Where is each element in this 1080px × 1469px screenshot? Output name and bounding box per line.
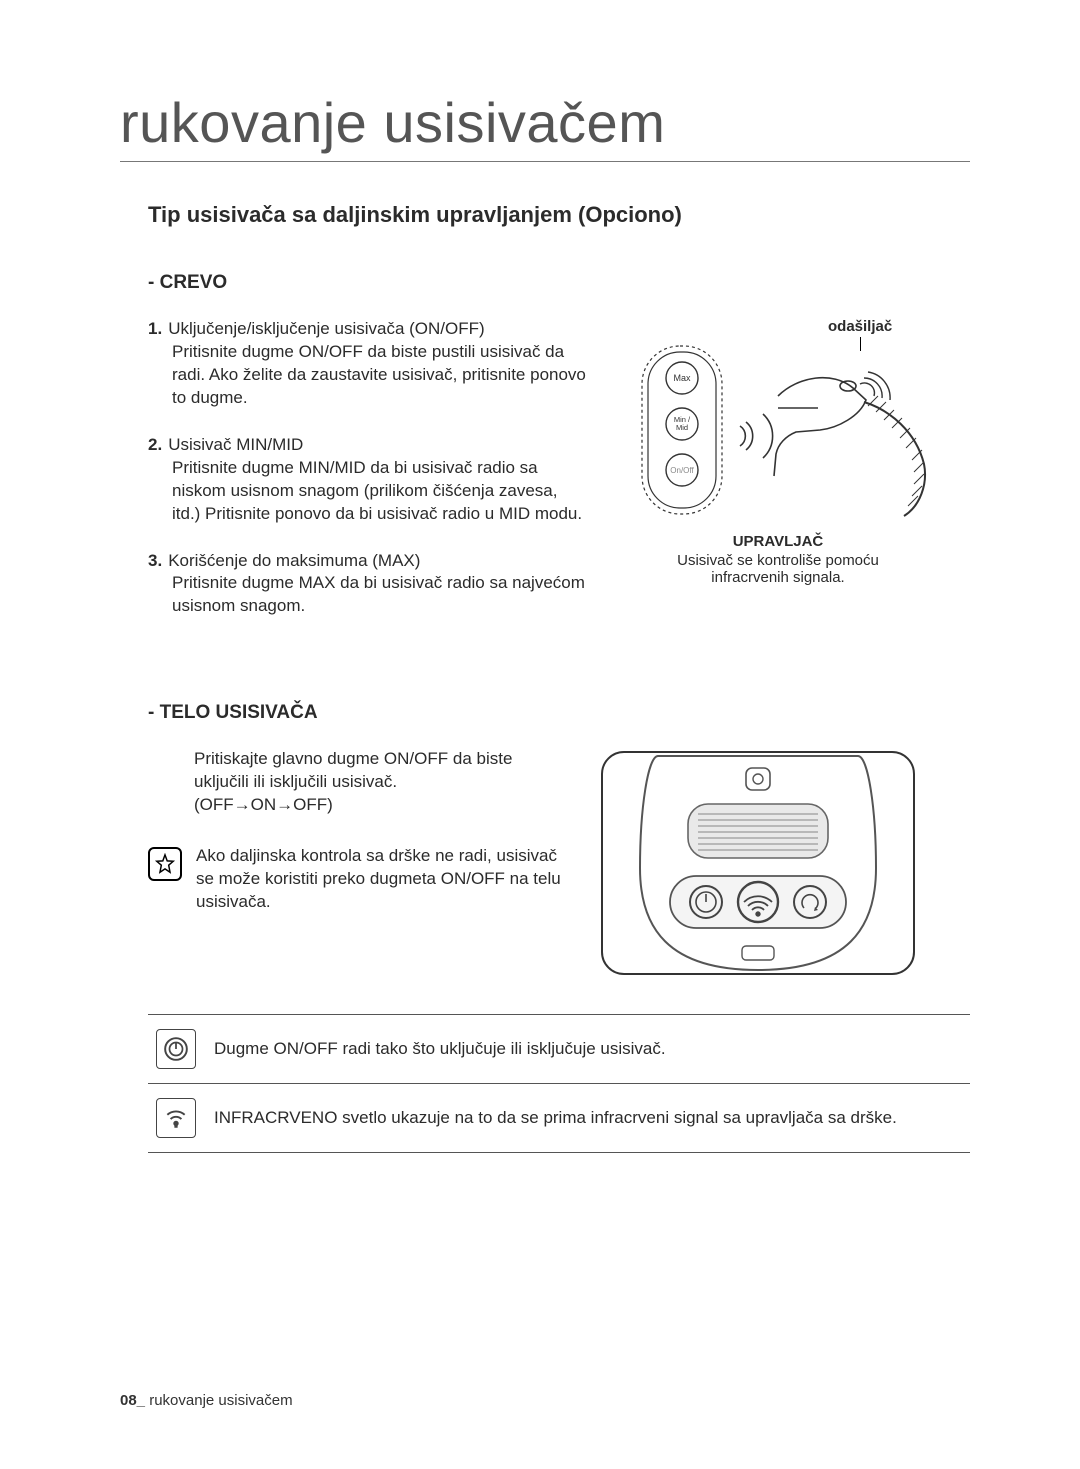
item-number: 2. [148, 435, 162, 454]
telo-para1: Pritiskajte glavno dugme ON/OFF da biste… [194, 749, 512, 791]
list-item: 3. Korišćenje do maksimuma (MAX) Pritisni… [148, 550, 588, 619]
remote-diagram-col: odašiljač Max Min / Mid On/Off [618, 318, 938, 642]
remote-caption-line2: infracrvenih signala. [711, 569, 844, 586]
telo-paragraph: Pritiskajte glavno dugme ON/OFF da biste… [194, 748, 568, 817]
remote-btn-max: Max [673, 373, 691, 383]
telo-para2: (OFF→ON→OFF) [194, 795, 333, 814]
list-item: 1. Uključenje/isključenje usisivača (ON/O… [148, 318, 588, 410]
power-icon [156, 1029, 196, 1069]
svg-text:On/Off: On/Off [670, 466, 694, 475]
list-item: 2. Usisivač MIN/MID Pritisnite dugme MIN/… [148, 434, 588, 526]
item-lead: Usisivač MIN/MID [168, 435, 303, 454]
star-icon [148, 847, 182, 881]
info-table: Dugme ON/OFF radi tako što uključuje ili… [148, 1014, 970, 1153]
crevo-text-col: 1. Uključenje/isključenje usisivača (ON/O… [148, 318, 588, 642]
table-row: Dugme ON/OFF radi tako što uključuje ili… [148, 1015, 970, 1083]
transmitter-label-text: odašiljač [828, 318, 892, 335]
footer-page-number: 08_ [120, 1392, 145, 1409]
svg-text:Mid: Mid [676, 423, 688, 432]
vacuum-body-diagram [598, 748, 918, 978]
crevo-row: 1. Uključenje/isključenje usisivača (ON/O… [148, 318, 970, 642]
infrared-icon [156, 1098, 196, 1138]
item-lead: Korišćenje do maksimuma (MAX) [168, 551, 420, 570]
page-footer: 08_ rukovanje usisivačem [120, 1392, 293, 1409]
page-subtitle: Tip usisivača sa daljinskim upravljanjem… [148, 202, 970, 228]
table-row-text: Dugme ON/OFF radi tako što uključuje ili… [214, 1038, 962, 1061]
instruction-list: 1. Uključenje/isključenje usisivača (ON/O… [148, 318, 588, 618]
telo-row: Pritiskajte glavno dugme ON/OFF da biste… [148, 748, 970, 978]
telo-text: Pritiskajte glavno dugme ON/OFF da biste… [148, 748, 568, 914]
remote-diagram: odašiljač Max Min / Mid On/Off [618, 318, 938, 598]
item-number: 1. [148, 319, 162, 338]
remote-caption: UPRAVLJAČ Usisivač se kontroliše pomoću … [618, 533, 938, 586]
footer-text: rukovanje usisivačem [145, 1392, 293, 1409]
item-body: Pritisnite dugme MAX da bi usisivač radi… [148, 572, 588, 618]
remote-svg: Max Min / Mid On/Off [628, 336, 928, 526]
table-row-text: INFRACRVENO svetlo ukazuje na to da se p… [214, 1107, 962, 1130]
page-title: rukovanje usisivačem [120, 90, 970, 162]
section-heading-crevo: - CREVO [148, 272, 970, 294]
item-body: Pritisnite dugme ON/OFF da biste pustili… [148, 341, 588, 410]
table-row: INFRACRVENO svetlo ukazuje na to da se p… [148, 1083, 970, 1152]
item-body: Pritisnite dugme MIN/MID da bi usisivač … [148, 457, 588, 526]
remote-caption-line1: Usisivač se kontroliše pomoću [677, 552, 879, 569]
remote-caption-title: UPRAVLJAČ [618, 533, 938, 550]
star-note-text: Ako daljinska kontrola sa drške ne radi,… [196, 845, 568, 914]
section-heading-telo: - TELO USISIVAČA [148, 702, 970, 724]
item-lead: Uključenje/isključenje usisivača (ON/OFF… [168, 319, 484, 338]
item-number: 3. [148, 551, 162, 570]
star-note-row: Ako daljinska kontrola sa drške ne radi,… [148, 845, 568, 914]
